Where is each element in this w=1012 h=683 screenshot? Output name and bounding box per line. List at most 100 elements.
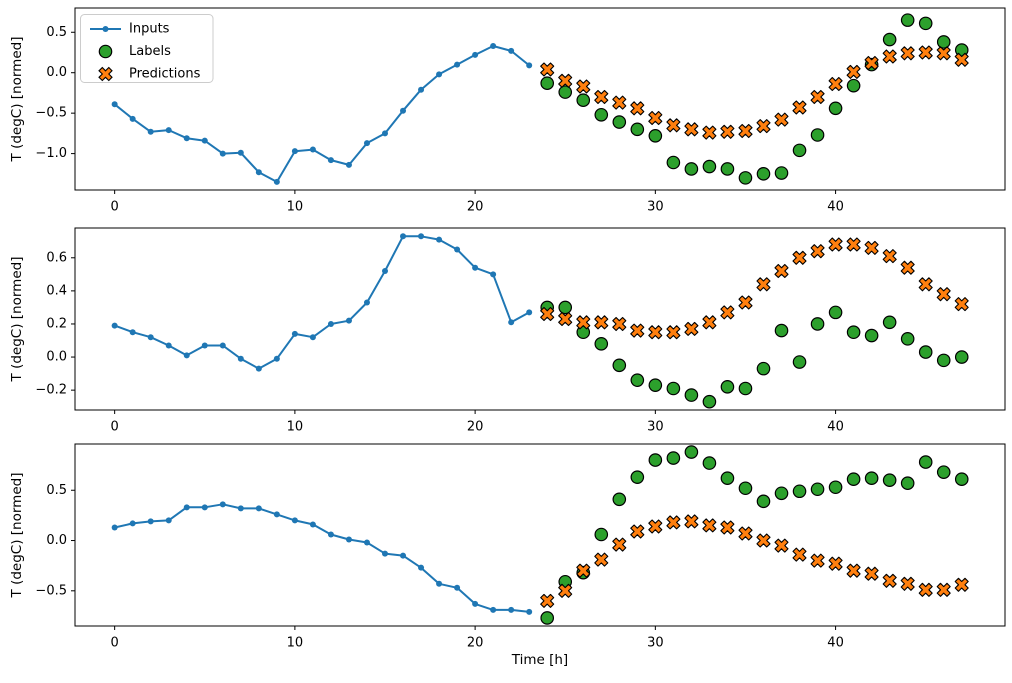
labels-point [900,332,915,346]
labels-point [828,305,843,320]
labels-point [684,388,699,402]
predictions-point [810,244,825,259]
inputs-point [327,531,334,538]
labels-point [720,162,735,176]
predictions-point [864,566,879,581]
y-tick-label: 0.2 [46,316,67,331]
labels-point [756,494,771,509]
labels-point [792,143,807,158]
predictions-point [900,576,915,591]
labels-point [846,472,861,486]
labels-point [900,13,915,27]
y-tick-label: 0.5 [46,25,67,40]
predictions-point [882,49,897,64]
predictions-point [558,583,573,598]
predictions-point [540,306,555,322]
inputs-point [165,342,172,349]
inputs-point [363,140,370,147]
predictions-point [828,556,843,571]
inputs-line [114,503,530,613]
predictions-point [684,514,699,529]
predictions-point [738,526,753,541]
y-tick-label: −0.5 [35,583,67,598]
labels-point [630,122,645,137]
inputs-point [490,271,497,278]
labels-point [666,381,681,396]
legend-label-predictions: Predictions [129,67,201,82]
predictions-point [630,323,645,338]
labels-point [720,471,735,485]
predictions-point [774,112,789,127]
inputs-point [291,148,298,155]
predictions-point [666,325,681,340]
labels-point [774,323,789,338]
labels-point [540,611,555,625]
inputs-point [201,504,208,511]
inputs-point [327,157,334,164]
predictions-point [594,315,609,330]
predictions-point [576,563,591,578]
inputs-point [147,128,154,135]
predictions-point [756,277,771,292]
labels-point [738,481,753,496]
x-axis-label: Time [h] [511,652,568,668]
labels-point [864,328,879,343]
labels-point [810,317,825,331]
predictions-point [720,305,735,320]
x-tick-label: 0 [111,420,119,435]
predictions-point [684,321,699,336]
predictions-point [684,122,699,137]
labels-point [846,78,861,93]
predictions-point [630,524,645,539]
inputs-point [309,146,316,153]
predictions-point [576,79,591,94]
labels-point [828,101,843,116]
inputs-point [237,505,244,512]
axes-frame [74,443,1006,627]
labels-point [918,455,933,469]
labels-point [738,171,753,185]
labels-point [846,325,861,340]
labels-point [558,85,573,99]
predictions-point [792,547,807,562]
predictions-point [882,249,897,264]
legend-label-inputs: Inputs [129,22,170,37]
inputs-point [237,355,244,362]
inputs-point [291,330,298,337]
inputs-line [114,45,530,183]
predictions-point [918,45,933,60]
predictions-point [846,237,861,252]
labels-point [936,353,951,368]
inputs-point [165,127,172,134]
x-tick-label: 40 [827,420,844,435]
labels-point [828,480,843,495]
inputs-point [436,71,443,78]
labels-point [648,129,663,143]
predictions-point [792,250,807,265]
axes-frame [74,7,1006,191]
labels-point [594,527,609,542]
predictions-point [666,118,681,133]
inputs-point [255,169,262,176]
y-tick-label: 0.4 [46,283,67,298]
inputs-point [273,511,280,518]
axes-frame [74,227,1006,411]
inputs-point [273,178,280,185]
labels-point [882,32,897,47]
predictions-point [594,89,609,105]
inputs-point [111,322,118,329]
y-axis-label: T (degC) [normed] [9,473,25,599]
labels-point [792,484,807,499]
labels-point [918,16,933,31]
labels-point [612,492,627,507]
inputs-point [382,550,388,557]
inputs-point [183,352,190,359]
labels-point [630,470,645,484]
inputs-point [129,115,136,122]
inputs-point [129,520,136,527]
predictions-point [648,110,663,126]
y-tick-label: 0.0 [46,350,67,365]
labels-point [792,355,807,369]
labels-point [558,300,573,315]
y-tick-label: 0.0 [46,533,67,548]
